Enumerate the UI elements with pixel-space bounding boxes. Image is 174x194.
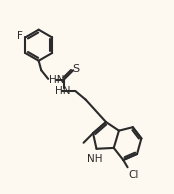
Text: HN: HN	[49, 75, 65, 85]
Text: Cl: Cl	[128, 170, 139, 180]
Text: F: F	[17, 31, 23, 41]
Text: HN: HN	[55, 86, 70, 96]
Text: S: S	[73, 64, 80, 74]
Text: NH: NH	[87, 154, 102, 164]
